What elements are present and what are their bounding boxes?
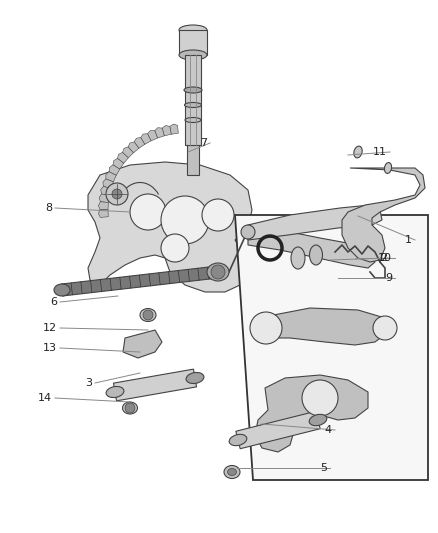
Bar xyxy=(185,55,201,145)
Ellipse shape xyxy=(54,284,70,296)
Text: 10: 10 xyxy=(378,253,392,263)
Polygon shape xyxy=(117,152,128,163)
Text: 8: 8 xyxy=(45,203,52,213)
Ellipse shape xyxy=(185,117,201,123)
Polygon shape xyxy=(235,215,428,480)
Circle shape xyxy=(373,316,397,340)
Ellipse shape xyxy=(106,386,124,398)
Ellipse shape xyxy=(224,465,240,479)
Text: 9: 9 xyxy=(385,273,392,283)
Polygon shape xyxy=(148,131,158,141)
Polygon shape xyxy=(162,125,171,136)
Polygon shape xyxy=(109,165,120,175)
Text: 2: 2 xyxy=(380,253,387,263)
Polygon shape xyxy=(248,225,375,268)
Text: 6: 6 xyxy=(50,297,57,307)
Text: 4: 4 xyxy=(325,425,332,435)
Circle shape xyxy=(143,310,153,320)
Text: 13: 13 xyxy=(43,343,57,353)
Circle shape xyxy=(106,183,128,205)
Ellipse shape xyxy=(186,373,204,384)
Ellipse shape xyxy=(207,263,229,281)
Text: 1: 1 xyxy=(405,235,412,245)
Ellipse shape xyxy=(310,245,322,265)
Polygon shape xyxy=(342,168,425,262)
Polygon shape xyxy=(88,162,252,292)
Text: 5: 5 xyxy=(320,463,327,473)
Ellipse shape xyxy=(179,25,207,35)
Polygon shape xyxy=(61,266,219,296)
Ellipse shape xyxy=(309,414,327,426)
Polygon shape xyxy=(113,369,197,401)
Circle shape xyxy=(161,196,209,244)
Polygon shape xyxy=(141,134,151,144)
Polygon shape xyxy=(99,209,108,217)
Ellipse shape xyxy=(140,309,156,321)
Ellipse shape xyxy=(227,469,237,475)
Ellipse shape xyxy=(291,247,305,269)
Bar xyxy=(187,145,199,175)
Circle shape xyxy=(161,234,189,262)
Text: 7: 7 xyxy=(200,138,207,148)
Text: 12: 12 xyxy=(43,323,57,333)
Ellipse shape xyxy=(179,50,207,60)
Polygon shape xyxy=(99,194,110,203)
Polygon shape xyxy=(101,187,111,196)
Circle shape xyxy=(241,225,255,239)
Polygon shape xyxy=(236,411,320,449)
Polygon shape xyxy=(123,330,162,358)
Polygon shape xyxy=(128,142,139,153)
Ellipse shape xyxy=(229,434,247,446)
Ellipse shape xyxy=(184,102,201,108)
Polygon shape xyxy=(155,128,164,138)
Circle shape xyxy=(130,194,166,230)
Circle shape xyxy=(125,403,135,413)
Polygon shape xyxy=(99,201,108,209)
Polygon shape xyxy=(134,138,145,148)
Bar xyxy=(179,30,207,55)
Polygon shape xyxy=(255,308,388,345)
Circle shape xyxy=(211,265,225,279)
Circle shape xyxy=(250,312,282,344)
Circle shape xyxy=(302,380,338,416)
Polygon shape xyxy=(248,205,382,240)
Ellipse shape xyxy=(184,87,202,93)
Polygon shape xyxy=(103,179,113,189)
Ellipse shape xyxy=(123,402,138,414)
Circle shape xyxy=(112,189,122,199)
Polygon shape xyxy=(113,158,124,169)
Text: 14: 14 xyxy=(38,393,52,403)
Polygon shape xyxy=(106,172,116,182)
Circle shape xyxy=(202,199,234,231)
Ellipse shape xyxy=(354,146,362,158)
Polygon shape xyxy=(170,124,178,134)
Polygon shape xyxy=(255,375,368,452)
Text: 3: 3 xyxy=(85,378,92,388)
Text: 11: 11 xyxy=(373,147,387,157)
Ellipse shape xyxy=(385,163,392,173)
Polygon shape xyxy=(123,147,134,158)
